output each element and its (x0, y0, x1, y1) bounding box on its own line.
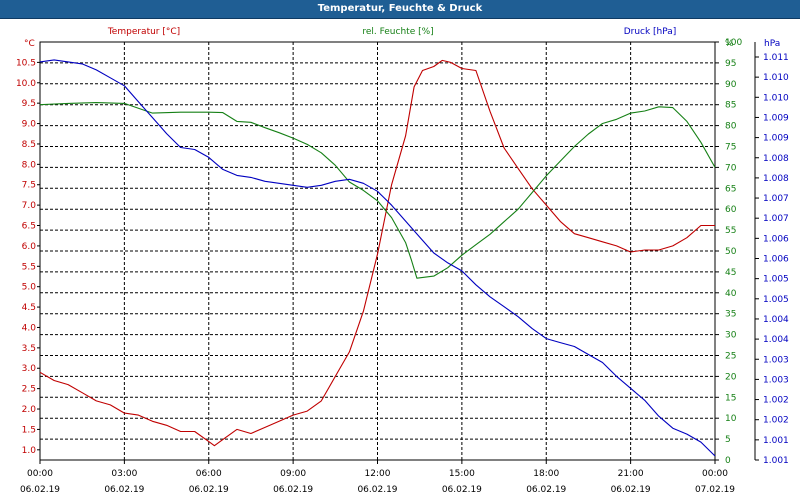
humidity-unit-label: % (725, 39, 734, 49)
pressure-tick-label: 1.002 (763, 416, 789, 426)
humidity-tick-label: 55 (725, 226, 736, 236)
humidity-tick-label: 60 (725, 205, 737, 215)
pressure-tick-label: 1.006 (763, 234, 789, 244)
date-tick-label: 06.02.19 (526, 485, 566, 495)
temperature-tick-label: 9.0 (22, 120, 37, 130)
date-tick-label: 06.02.19 (442, 485, 482, 495)
date-tick-label: 06.02.19 (611, 485, 651, 495)
time-tick-labels: 00:00 06.02.19 03:00 06.02.19 06:00 06.02.19 0… (20, 460, 735, 495)
date-tick-label: 06.02.19 (273, 485, 313, 495)
pressure-tick-label: 1.009 (763, 113, 789, 123)
series-line-temperature (39, 59, 715, 447)
pressure-tick-labels: 1.001 1.001 1.002 1.002 1.003 1.003 1.004 1.004… (754, 42, 789, 466)
humidity-tick-label: 65 (725, 184, 736, 194)
series-layer (39, 59, 716, 457)
date-tick-label: 06.02.19 (104, 485, 144, 495)
date-tick-label: 06.02.19 (189, 485, 229, 495)
humidity-tick-label: 90 (725, 80, 737, 90)
date-tick-label: 06.02.19 (20, 485, 60, 495)
temperature-tick-labels: 1.0 1.5 2.0 2.5 3.0 3.5 4.0 4.5 5.0 5.5 6.0 6.5 7.0 7… (16, 58, 40, 456)
humidity-tick-label: 50 (725, 247, 737, 257)
temperature-tick-label: 7.0 (22, 201, 37, 211)
pressure-tick-label: 1.010 (763, 93, 789, 103)
time-tick-label: 09:00 (280, 469, 306, 479)
time-tick-label: 18:00 (533, 469, 559, 479)
temperature-tick-label: 4.0 (22, 323, 37, 333)
pressure-tick-label: 1.008 (763, 174, 789, 184)
humidity-tick-label: 100 (725, 38, 742, 48)
temperature-tick-label: 4.5 (22, 303, 36, 313)
time-tick-label: 21:00 (618, 469, 644, 479)
time-tick-label: 00:00 (702, 469, 728, 479)
humidity-tick-label: 20 (725, 372, 737, 382)
series-line-humidity (39, 102, 716, 279)
pressure-tick-label: 1.011 (763, 53, 789, 63)
temperature-tick-label: 6.0 (22, 242, 37, 252)
humidity-tick-label: 85 (725, 101, 736, 111)
humidity-tick-label: 70 (725, 163, 737, 173)
temperature-tick-label: 3.5 (22, 344, 36, 354)
temperature-tick-label: 5.5 (22, 262, 36, 272)
pressure-tick-label: 1.010 (763, 73, 789, 83)
humidity-tick-label: 30 (725, 331, 737, 341)
pressure-tick-label: 1.005 (763, 275, 789, 285)
temperature-tick-label: 1.5 (22, 425, 36, 435)
pressure-tick-label: 1.003 (763, 375, 789, 385)
temperature-tick-label: 7.5 (22, 181, 36, 191)
time-tick-label: 06:00 (196, 469, 222, 479)
pressure-tick-label: 1.002 (763, 396, 789, 406)
temperature-unit-label: °C (24, 39, 35, 49)
time-tick-label: 12:00 (365, 469, 391, 479)
humidity-tick-label: 75 (725, 143, 736, 153)
temperature-axis-label: Temperatur [°C] (107, 27, 180, 37)
temperature-tick-label: 8.5 (22, 140, 36, 150)
pressure-tick-label: 1.003 (763, 355, 789, 365)
pressure-tick-label: 1.004 (763, 335, 789, 345)
pressure-unit-label: hPa (764, 39, 780, 49)
temperature-tick-label: 8.0 (22, 160, 37, 170)
temperature-tick-label: 2.0 (22, 405, 37, 415)
weather-line-chart: 1.0 1.5 2.0 2.5 3.0 3.5 4.0 4.5 5.0 5.5 6.0 6.5 7.0 7… (0, 19, 800, 500)
series-line-pressure (39, 59, 716, 457)
window-title: Temperatur, Feuchte & Druck (0, 0, 800, 19)
temperature-tick-label: 6.5 (22, 222, 36, 232)
humidity-tick-label: 10 (725, 414, 737, 424)
temperature-tick-label: 2.5 (22, 385, 36, 395)
humidity-axis-label: rel. Feuchte [%] (362, 27, 433, 37)
temperature-tick-label: 1.0 (22, 446, 37, 456)
date-tick-label: 06.02.19 (357, 485, 397, 495)
temperature-tick-label: 10.5 (16, 58, 36, 68)
pressure-axis-label: Druck [hPa] (624, 27, 677, 37)
humidity-tick-labels: 0 5 10 15 20 25 30 35 40 45 50 55 60 65 70 75 80 85 90 95 10… (715, 38, 742, 466)
pressure-tick-label: 1.007 (763, 214, 789, 224)
time-tick-label: 00:00 (27, 469, 53, 479)
pressure-tick-label: 1.006 (763, 255, 789, 265)
pressure-tick-label: 1.008 (763, 154, 789, 164)
time-tick-label: 15:00 (449, 469, 475, 479)
pressure-tick-label: 1.009 (763, 134, 789, 144)
temperature-tick-label: 3.0 (22, 364, 37, 374)
temperature-tick-label: 5.0 (22, 283, 37, 293)
humidity-tick-label: 15 (725, 393, 736, 403)
pressure-tick-label: 1.001 (763, 456, 789, 466)
humidity-tick-label: 40 (725, 289, 737, 299)
humidity-tick-label: 0 (725, 456, 731, 466)
temperature-tick-label: 9.5 (22, 99, 36, 109)
humidity-tick-label: 35 (725, 310, 736, 320)
humidity-tick-label: 5 (725, 435, 731, 445)
humidity-tick-label: 25 (725, 352, 736, 362)
humidity-tick-label: 95 (725, 59, 736, 69)
humidity-tick-label: 45 (725, 268, 736, 278)
pressure-tick-label: 1.007 (763, 194, 789, 204)
pressure-tick-label: 1.005 (763, 295, 789, 305)
temperature-tick-label: 10.0 (16, 79, 36, 89)
pressure-tick-label: 1.004 (763, 315, 789, 325)
chart-grid (40, 42, 715, 460)
date-tick-label: 07.02.19 (695, 485, 735, 495)
pressure-tick-label: 1.001 (763, 436, 789, 446)
time-tick-label: 03:00 (111, 469, 137, 479)
humidity-tick-label: 80 (725, 122, 737, 132)
